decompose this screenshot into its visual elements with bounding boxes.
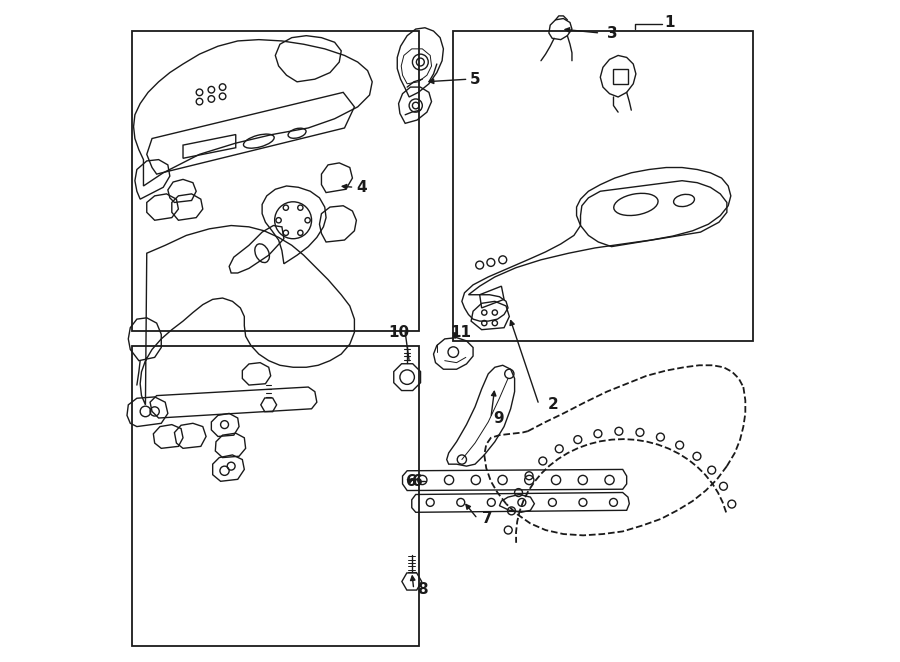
Text: 6: 6 xyxy=(412,474,423,489)
Text: 5: 5 xyxy=(470,71,481,87)
Text: 10: 10 xyxy=(388,325,410,340)
Text: 4: 4 xyxy=(356,180,367,195)
Bar xyxy=(614,70,628,84)
Text: 1: 1 xyxy=(664,15,675,30)
Text: 6: 6 xyxy=(406,474,417,489)
Text: 8: 8 xyxy=(417,582,428,597)
Bar xyxy=(132,31,419,331)
Text: 3: 3 xyxy=(607,26,617,40)
Text: 9: 9 xyxy=(493,410,504,426)
Text: 2: 2 xyxy=(547,397,558,412)
Bar xyxy=(132,346,419,646)
Text: 7: 7 xyxy=(482,511,492,526)
Text: 11: 11 xyxy=(450,325,471,340)
Bar xyxy=(454,31,753,341)
